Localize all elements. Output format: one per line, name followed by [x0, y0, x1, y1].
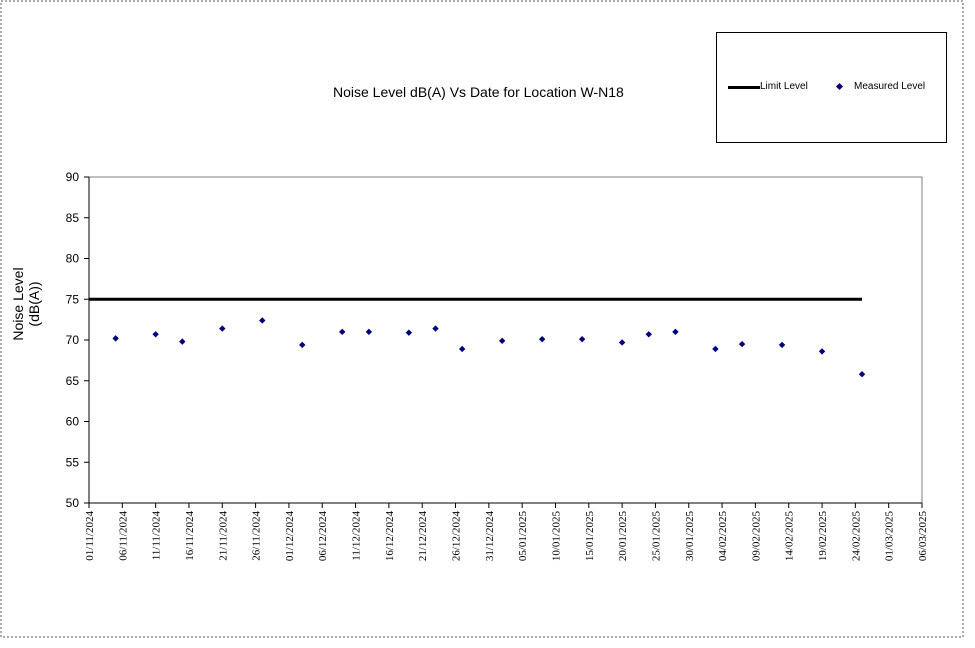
measured-point — [578, 335, 586, 343]
x-tick-label: 21/12/2024 — [417, 511, 429, 562]
x-tick-label: 25/01/2025 — [650, 511, 662, 562]
x-tick-label: 24/02/2025 — [850, 511, 862, 562]
measured-point — [112, 335, 119, 342]
x-tick-label: 21/11/2024 — [217, 511, 229, 561]
measured-point — [365, 328, 373, 336]
measured-point — [498, 337, 506, 345]
chart-title: Noise Level dB(A) Vs Date for Location W… — [333, 84, 624, 100]
measured-point — [458, 345, 466, 353]
measured-point — [219, 325, 226, 332]
x-tick-label: 30/01/2025 — [684, 511, 696, 562]
x-tick-label: 16/11/2024 — [184, 511, 196, 561]
x-tick-label: 26/11/2024 — [251, 511, 263, 561]
x-tick-label: 31/12/2024 — [484, 511, 496, 562]
x-tick-label: 11/11/2024 — [151, 511, 163, 561]
measured-point — [738, 340, 746, 348]
measured-point — [339, 328, 346, 336]
y-tick-label: 60 — [66, 415, 80, 429]
y-tick-label: 80 — [66, 252, 80, 266]
x-tick-label: 14/02/2025 — [784, 511, 796, 562]
x-tick-label: 01/03/2025 — [884, 511, 896, 562]
measured-point — [299, 341, 306, 349]
x-tick-label: 26/12/2024 — [451, 511, 463, 562]
y-tick-label: 65 — [66, 374, 80, 388]
x-tick-label: 04/02/2025 — [717, 511, 729, 562]
measured-point — [152, 331, 159, 338]
measured-point — [432, 325, 439, 332]
y-tick-label: 50 — [66, 496, 80, 510]
x-tick-label: 10/01/2025 — [550, 511, 562, 562]
measured-point — [179, 338, 186, 345]
x-tick-label: 06/12/2024 — [317, 511, 329, 562]
x-tick-label: 06/03/2025 — [917, 511, 929, 562]
x-tick-label: 16/12/2024 — [384, 511, 396, 562]
y-tick-label: 70 — [66, 333, 80, 347]
x-tick-label: 01/12/2024 — [284, 511, 296, 562]
x-tick-label: 20/01/2025 — [617, 511, 629, 562]
x-tick-label: 11/12/2024 — [351, 511, 363, 561]
y-tick-label: 90 — [66, 170, 80, 184]
x-tick-label: 06/11/2024 — [117, 511, 129, 561]
y-tick-label: 75 — [66, 292, 80, 306]
measured-point — [818, 348, 826, 355]
measured-point — [712, 345, 719, 353]
measured-point — [405, 329, 413, 336]
measured-point — [672, 328, 679, 336]
measured-point — [778, 341, 786, 349]
measured-point — [645, 331, 652, 338]
y-tick-label: 55 — [66, 455, 80, 469]
x-tick-label: 05/01/2025 — [517, 511, 529, 562]
measured-point — [538, 335, 546, 343]
x-tick-label: 19/02/2025 — [817, 511, 829, 562]
measured-point — [259, 317, 266, 324]
legend-line-swatch — [728, 86, 760, 89]
x-tick-label: 01/11/2024 — [84, 511, 96, 561]
y-tick-label: 85 — [66, 211, 80, 225]
plot-border — [88, 176, 923, 504]
legend-label-limit: Limit Level — [760, 81, 808, 92]
x-tick-label: 15/01/2025 — [584, 511, 596, 562]
x-tick-label: 09/02/2025 — [750, 511, 762, 562]
measured-point — [618, 339, 626, 346]
legend-label-measured: Measured Level — [854, 81, 926, 92]
measured-point — [858, 371, 866, 378]
